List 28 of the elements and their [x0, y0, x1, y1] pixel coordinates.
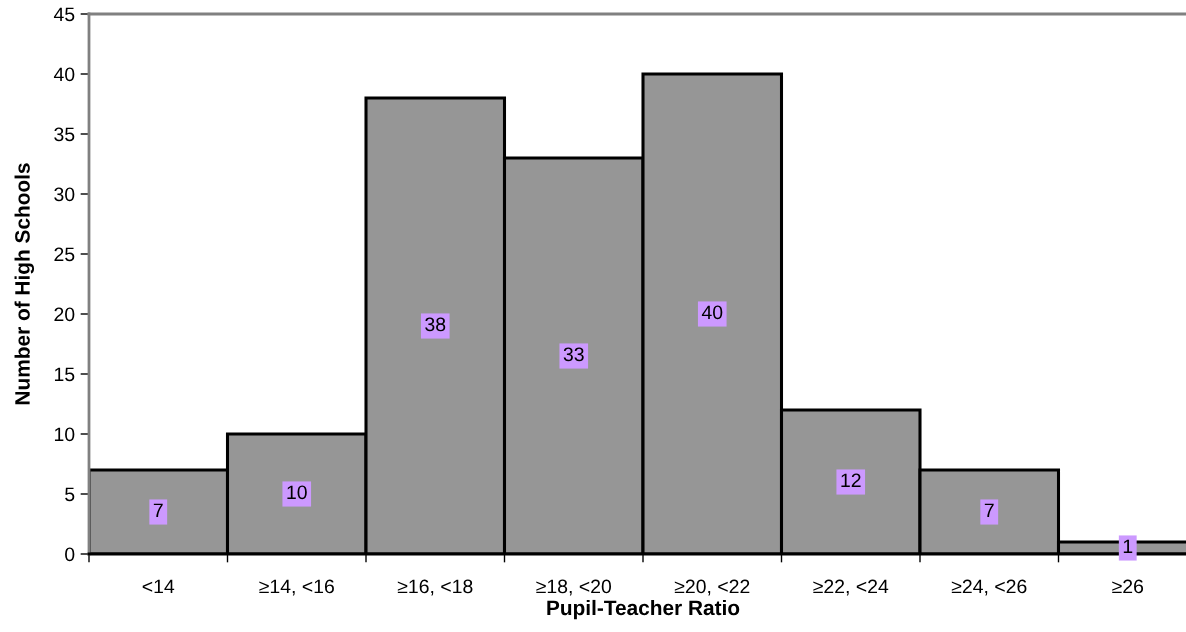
- y-tick-label: 10: [54, 427, 75, 442]
- y-tick-label: 20: [54, 307, 75, 322]
- y-tick-label: 40: [53, 67, 75, 82]
- y-tick-label: 30: [54, 187, 75, 202]
- x-tick-label: ≥18, <20: [536, 579, 612, 596]
- y-tick-label: 45: [53, 7, 75, 22]
- x-tick-label: ≥14, <16: [259, 579, 334, 596]
- x-axis-title: Pupil-Teacher Ratio: [547, 599, 740, 620]
- x-tick-label: ≥22, <24: [813, 579, 889, 596]
- y-tick-label: 35: [54, 127, 75, 142]
- y-tick-label: 0: [65, 547, 75, 562]
- y-tick-label: 25: [54, 247, 75, 262]
- x-tick-label: ≥16, <18: [397, 579, 473, 596]
- data-label: 1: [1123, 539, 1133, 554]
- x-tick-label: <14: [142, 579, 175, 594]
- data-label: 33: [563, 347, 584, 362]
- data-label: 7: [153, 503, 163, 518]
- x-tick-label: ≥24, <26: [951, 579, 1027, 596]
- data-label: 7: [984, 503, 994, 518]
- data-label: 40: [701, 305, 723, 320]
- data-label: 38: [425, 317, 446, 332]
- y-tick-label: 15: [54, 367, 75, 382]
- y-axis-title: Number of High Schools: [14, 163, 35, 405]
- data-label: 10: [287, 485, 307, 500]
- data-label: 12: [841, 473, 861, 488]
- x-tick-label: ≥20, <22: [674, 579, 750, 596]
- y-tick-label: 5: [65, 487, 75, 502]
- x-tick-label: ≥26: [1112, 579, 1144, 594]
